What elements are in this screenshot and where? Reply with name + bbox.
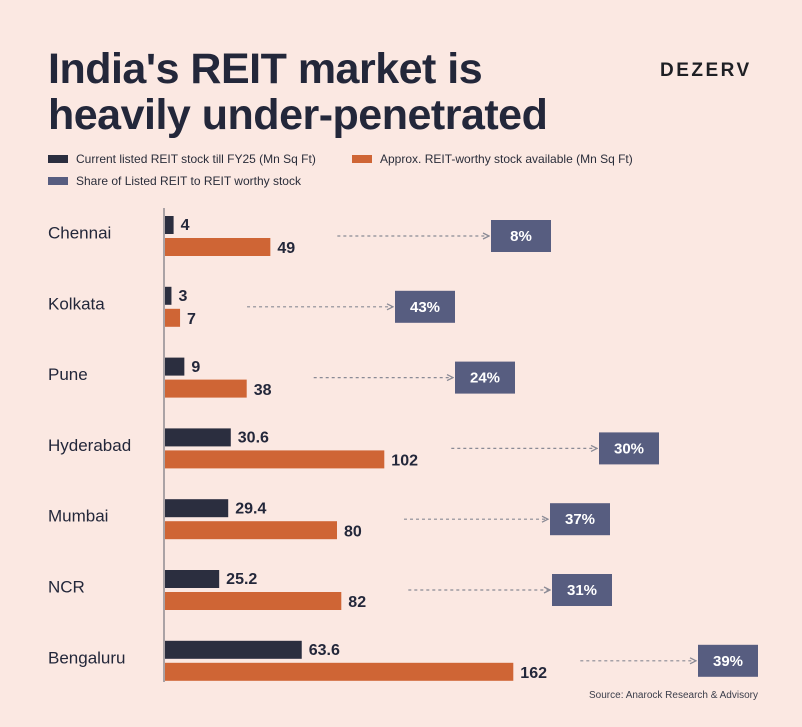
- value-label-worthy-pune: 38: [254, 382, 272, 399]
- source-note: Source: Anarock Research & Advisory: [589, 690, 758, 701]
- bar-worthy-hyderabad: [165, 450, 385, 469]
- category-label-kolkata: Kolkata: [48, 294, 105, 313]
- value-label-current-hyderabad: 30.6: [238, 430, 269, 447]
- share-box-ncr: [552, 574, 612, 606]
- value-label-worthy-mumbai: 80: [344, 523, 362, 540]
- category-label-bengaluru: Bengaluru: [48, 648, 126, 667]
- legend-label-current: Current listed REIT stock till FY25 (Mn …: [76, 152, 316, 166]
- brand-logo: DEZERV: [660, 60, 752, 81]
- title-line-2: heavily under-penetrated: [48, 91, 548, 139]
- bar-current-hyderabad: [165, 428, 231, 447]
- share-label-kolkata: 43%: [410, 299, 440, 316]
- value-label-worthy-ncr: 82: [348, 594, 366, 611]
- share-box-mumbai: [550, 503, 610, 536]
- share-box-pune: [455, 361, 515, 394]
- category-label-mumbai: Mumbai: [48, 507, 108, 526]
- value-label-worthy-kolkata: 7: [187, 311, 196, 328]
- share-box-bengaluru: [698, 644, 758, 677]
- value-label-worthy-hyderabad: 102: [391, 453, 418, 470]
- share-label-chennai: 8%: [510, 228, 532, 245]
- share-label-mumbai: 37%: [565, 511, 595, 528]
- bar-current-ncr: [165, 570, 220, 588]
- value-label-worthy-chennai: 49: [277, 240, 295, 257]
- legend-swatch-current: [48, 155, 68, 163]
- category-label-pune: Pune: [48, 365, 88, 384]
- bar-worthy-chennai: [165, 238, 271, 256]
- share-label-bengaluru: 39%: [713, 653, 743, 670]
- bar-worthy-pune: [165, 379, 247, 398]
- value-label-worthy-bengaluru: 162: [520, 665, 547, 682]
- share-label-pune: 24%: [470, 370, 500, 387]
- legend-swatch-worthy: [352, 155, 372, 163]
- share-label-ncr: 31%: [567, 582, 597, 599]
- bar-current-pune: [165, 357, 185, 376]
- value-label-current-chennai: 4: [181, 217, 190, 234]
- bar-current-kolkata: [165, 286, 172, 305]
- share-box-kolkata: [395, 290, 455, 323]
- share-label-hyderabad: 30%: [614, 440, 644, 457]
- category-label-hyderabad: Hyderabad: [48, 436, 131, 455]
- value-label-current-kolkata: 3: [178, 288, 187, 305]
- bar-current-chennai: [165, 216, 174, 234]
- value-label-current-bengaluru: 63.6: [309, 642, 340, 659]
- legend-item-share: Share of Listed REIT to REIT worthy stoc…: [48, 174, 301, 188]
- value-label-current-pune: 9: [191, 359, 200, 376]
- value-label-current-ncr: 25.2: [226, 571, 257, 588]
- legend-label-share: Share of Listed REIT to REIT worthy stoc…: [76, 174, 301, 188]
- bar-worthy-kolkata: [165, 308, 181, 327]
- share-box-chennai: [491, 220, 551, 252]
- legend-item-current: Current listed REIT stock till FY25 (Mn …: [48, 152, 316, 166]
- page-title: India's REIT market is heavily under-pen…: [48, 46, 648, 138]
- bar-current-mumbai: [165, 499, 229, 518]
- bar-current-bengaluru: [165, 640, 302, 659]
- legend-label-worthy: Approx. REIT-worthy stock available (Mn …: [380, 152, 633, 166]
- value-label-current-mumbai: 29.4: [235, 500, 266, 517]
- bar-worthy-mumbai: [165, 521, 337, 540]
- category-label-chennai: Chennai: [48, 223, 111, 242]
- bar-worthy-ncr: [165, 592, 342, 610]
- category-label-ncr: NCR: [48, 577, 85, 596]
- bar-worthy-bengaluru: [165, 662, 514, 681]
- title-line-1: India's REIT market is: [48, 45, 483, 93]
- legend-swatch-share: [48, 177, 68, 185]
- legend-item-worthy: Approx. REIT-worthy stock available (Mn …: [352, 152, 633, 166]
- share-box-hyderabad: [599, 432, 659, 465]
